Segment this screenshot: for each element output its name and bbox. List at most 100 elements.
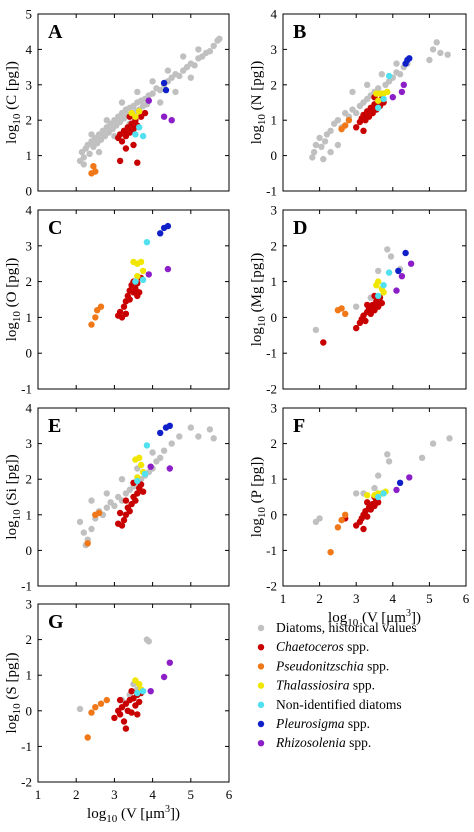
x-tick-label: 1 [35,787,42,802]
data-point [97,303,105,310]
series-chae [115,109,149,166]
series-noni [134,442,151,485]
data-point [118,99,126,106]
data-point [132,497,139,504]
series-noni [132,124,147,140]
y-tick-label: 2 [26,472,33,487]
series-pleu [395,249,409,275]
plot-frame [37,13,230,192]
legend-label: Non-identified diatoms [276,697,402,712]
data-point [395,267,402,275]
data-point [364,513,371,520]
data-point [160,79,168,87]
y-axis-label-log: log [4,520,20,540]
x-tick-label: 4 [390,591,397,606]
legend-label: Diatoms, historical values [276,620,417,635]
series-hist [312,246,404,334]
data-point [327,549,334,556]
data-point [116,509,124,517]
data-point [90,163,97,170]
data-point [88,709,95,716]
data-point [134,689,141,697]
data-point [162,86,170,94]
legend-marker [257,701,265,708]
data-point [143,442,151,449]
data-point [187,74,194,81]
data-point [316,515,323,522]
x-axis-label-sub: 10 [347,617,359,629]
data-point [141,470,149,478]
data-point [157,99,164,106]
data-point [375,472,382,479]
data-point [132,278,139,285]
data-point [172,88,179,96]
data-point [166,465,173,472]
series-chae [115,274,145,321]
x-axis-label-rest: (V [μm [117,806,165,822]
panel-letter: E [48,415,61,437]
y-tick-label: 0 [26,346,33,361]
x-axis-label-rest: (V [μm [358,610,406,626]
data-point [157,230,164,237]
data-point [139,688,147,695]
data-point [206,426,214,433]
data-point [76,705,84,713]
data-point [147,688,154,695]
series-rhiz [389,81,407,101]
data-point [126,296,133,303]
data-point [122,145,130,152]
series-rhiz [147,659,173,695]
x-axis-label-log: log [87,806,107,822]
data-point [136,454,143,461]
data-point [168,117,175,124]
data-point [349,88,356,96]
legend-genus: Chaetoceros [276,639,344,654]
y-tick-label: 4 [26,203,33,218]
series-rhiz [147,463,173,472]
data-point [321,138,329,145]
y-tick-label: 3 [26,597,33,612]
y-tick-label: 3 [271,203,278,218]
y-axis-label-log: log [4,714,20,734]
data-point [385,72,393,80]
legend-item-pseu: Pseudonitzschia spp. [275,658,389,673]
data-point [180,53,187,60]
data-point [375,104,382,112]
data-point [103,504,111,511]
y-tick-label: -2 [266,382,277,397]
series-hist [309,39,451,163]
data-point [120,718,128,725]
data-point [375,267,382,275]
x-tick-label: 5 [188,787,195,802]
legend-suffix: spp. [350,678,376,693]
x-axis-label-end: ]) [170,806,180,822]
data-point [187,424,194,431]
panel-letter: A [48,21,63,43]
series-noni [375,490,387,501]
y-tick-label: 4 [26,401,33,416]
data-point [103,696,111,704]
y-tick-label: 0 [26,543,33,558]
data-point [122,310,130,317]
data-point [95,148,103,156]
data-point [418,454,426,461]
data-point [136,108,143,115]
y-tick-label: 1 [26,668,33,683]
data-point [384,451,391,458]
data-point [92,314,99,321]
data-point [137,258,145,266]
data-point [400,81,407,89]
data-point [334,524,342,531]
data-point [76,518,84,526]
data-point [210,435,217,442]
data-point [149,78,156,85]
data-point [385,269,393,276]
y-tick-label: 0 [26,184,33,199]
data-point [95,509,103,517]
legend-item-chae: Chaetoceros spp. [276,639,369,654]
data-point [120,303,128,310]
series-chae [320,292,385,346]
data-point [387,253,395,260]
y-tick-label: -2 [266,579,277,594]
